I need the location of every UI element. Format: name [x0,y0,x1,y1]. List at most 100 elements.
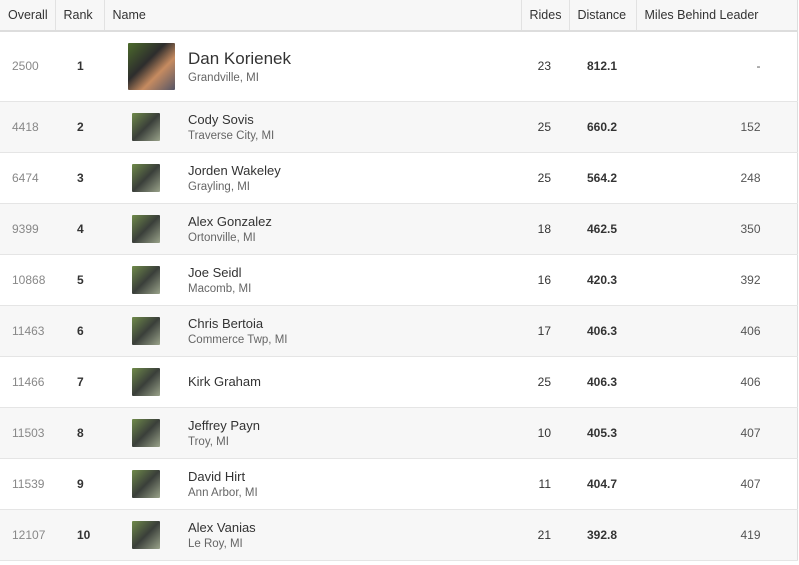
table-row: 2500 1 Dan Korienek Grandville, MI 23 812… [0,31,797,102]
header-miles-behind[interactable]: Miles Behind Leader [636,0,797,32]
rank: 6 [55,305,104,357]
miles-behind-leader: - [636,31,797,102]
miles-behind-leader: 406 [636,356,797,408]
distance: 812.1 [569,31,636,102]
avatar[interactable] [104,163,188,192]
miles-behind-leader: 407 [636,407,797,459]
rides: 17 [521,305,569,357]
distance: 406.3 [569,305,636,357]
rider-photo[interactable] [132,163,160,192]
miles-behind-leader: 350 [636,203,797,255]
distance: 405.3 [569,407,636,459]
avatar[interactable] [104,112,188,141]
rider-cell: Alex Vanias Le Roy, MI [104,509,521,561]
rider-photo[interactable] [132,367,160,396]
rider-location: Grandville, MI [188,71,259,84]
rider-cell: Jorden Wakeley Grayling, MI [104,152,521,204]
distance: 462.5 [569,203,636,255]
rider-name[interactable]: Alex Gonzalez [188,213,272,229]
rider-location: Macomb, MI [188,282,252,295]
overall-rank: 12107 [0,509,55,561]
avatar[interactable] [104,520,188,549]
rider-location: Ortonville, MI [188,231,256,244]
avatar[interactable] [104,42,188,90]
rides: 11 [521,458,569,510]
rider-cell: Jeffrey Payn Troy, MI [104,407,521,459]
rider-name[interactable]: Cody Sovis [188,111,254,127]
rank: 2 [55,101,104,153]
header-name[interactable]: Name [104,0,522,32]
rider-location: Ann Arbor, MI [188,486,258,499]
avatar[interactable] [104,367,188,396]
rider-name[interactable]: Kirk Graham [188,374,261,389]
rider-photo[interactable] [132,520,160,549]
table-row: 4418 2 Cody Sovis Traverse City, MI 25 66… [0,101,797,153]
rank: 1 [55,31,104,102]
avatar[interactable] [104,316,188,345]
header-overall[interactable]: Overall [0,0,56,32]
rider-name[interactable]: Joe Seidl [188,264,242,280]
rides: 16 [521,254,569,306]
table-row: 11539 9 David Hirt Ann Arbor, MI 11 404.7… [0,458,797,510]
rider-photo[interactable] [132,469,160,498]
rider-name[interactable]: Dan Korienek [188,48,292,68]
header-row: Overall Rank Name Rides Distance Miles B… [0,0,797,32]
rider-photo[interactable] [132,418,160,447]
rider-location: Traverse City, MI [188,129,275,142]
header-rides[interactable]: Rides [521,0,570,32]
rank: 7 [55,356,104,408]
rides: 23 [521,31,569,102]
miles-behind-leader: 248 [636,152,797,204]
rider-cell: Kirk Graham [104,356,521,408]
rides: 18 [521,203,569,255]
overall-rank: 4418 [0,101,55,153]
rider-photo[interactable] [128,42,175,90]
avatar[interactable] [104,214,188,243]
rider-cell: Alex Gonzalez Ortonville, MI [104,203,521,255]
overall-rank: 6474 [0,152,55,204]
rider-name[interactable]: Alex Vanias [188,519,256,535]
avatar[interactable] [104,265,188,294]
rider-photo[interactable] [132,112,160,141]
rider-cell: Dan Korienek Grandville, MI [104,31,521,102]
rider-photo[interactable] [132,265,160,294]
overall-rank: 9399 [0,203,55,255]
miles-behind-leader: 152 [636,101,797,153]
rides: 10 [521,407,569,459]
miles-behind-leader: 392 [636,254,797,306]
rider-location: Grayling, MI [188,180,250,193]
rank: 4 [55,203,104,255]
rider-location: Le Roy, MI [188,537,243,550]
rides: 25 [521,101,569,153]
rider-cell: Joe Seidl Macomb, MI [104,254,521,306]
rider-location: Commerce Twp, MI [188,333,288,346]
rider-name[interactable]: Chris Bertoia [188,315,264,331]
distance: 406.3 [569,356,636,408]
rides: 21 [521,509,569,561]
rank: 3 [55,152,104,204]
rank: 5 [55,254,104,306]
rider-cell: David Hirt Ann Arbor, MI [104,458,521,510]
rides: 25 [521,152,569,204]
header-rank[interactable]: Rank [55,0,105,32]
distance: 660.2 [569,101,636,153]
table-row: 9399 4 Alex Gonzalez Ortonville, MI 18 46… [0,203,797,255]
overall-rank: 2500 [0,31,55,102]
rider-name[interactable]: Jeffrey Payn [188,417,261,433]
avatar[interactable] [104,418,188,447]
table-row: 10868 5 Joe Seidl Macomb, MI 16 420.3 392 [0,254,797,306]
rider-name[interactable]: Jorden Wakeley [188,162,281,178]
rank: 9 [55,458,104,510]
table-row: 11466 7 Kirk Graham 25 406.3 406 [0,356,797,408]
rider-name[interactable]: David Hirt [188,468,246,484]
rider-location: Troy, MI [188,435,229,448]
table-row: 6474 3 Jorden Wakeley Grayling, MI 25 564… [0,152,797,204]
overall-rank: 11466 [0,356,55,408]
header-distance[interactable]: Distance [569,0,637,32]
rider-photo[interactable] [132,214,160,243]
distance: 392.8 [569,509,636,561]
rider-photo[interactable] [132,316,160,345]
table-row: 11503 8 Jeffrey Payn Troy, MI 10 405.3 40… [0,407,797,459]
avatar[interactable] [104,469,188,498]
